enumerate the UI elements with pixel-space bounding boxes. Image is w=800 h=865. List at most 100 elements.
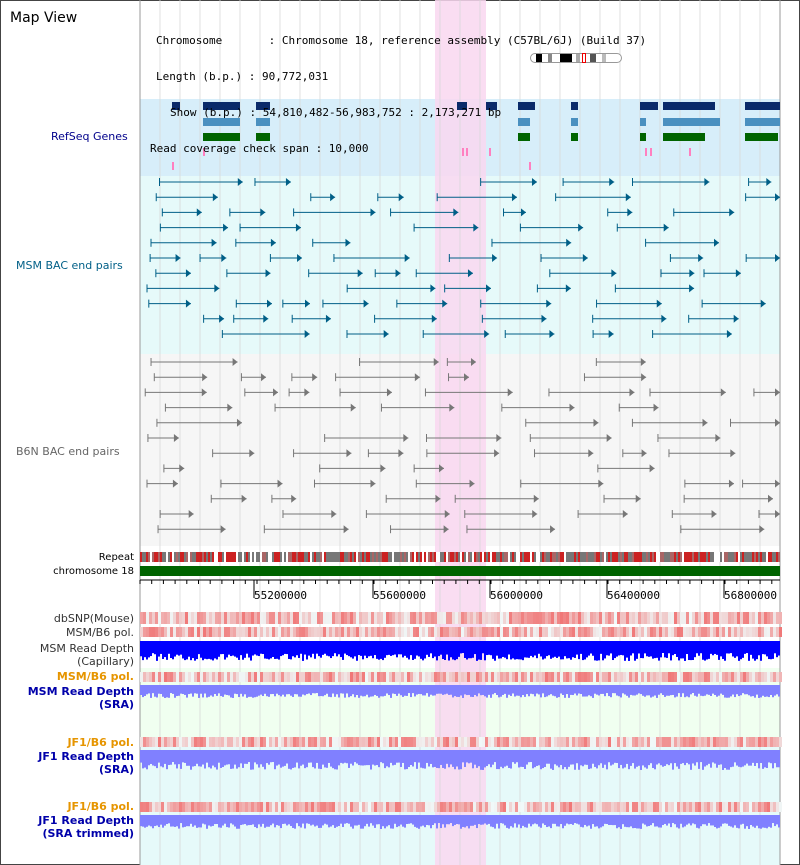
msm-depth-cap-bar [546, 641, 548, 657]
msm-depth-cap-bar [666, 641, 668, 658]
track-label-b6n-bac[interactable]: B6N BAC end pairs [16, 445, 120, 458]
msm-depth-sra-bar [194, 685, 196, 694]
msm-b6-pol-heat [680, 627, 683, 637]
repeat-segment [224, 552, 226, 562]
msm-b6-pol-heat [323, 627, 326, 637]
repeat-segment [338, 552, 340, 562]
jf1-depth-sra-bar [750, 750, 752, 766]
repeat-segment [742, 552, 744, 562]
msm-depth-sra-bar [634, 685, 636, 696]
track-label-refseq[interactable]: RefSeq Genes [51, 130, 128, 143]
track-label-jf1-b6-pol-2[interactable]: JF1/B6 pol. [67, 800, 134, 813]
jf1-depth-trim-bar [498, 815, 500, 829]
repeat-segment [642, 552, 644, 562]
msm-depth-sra-bar [532, 685, 534, 695]
msm-depth-sra-bar [598, 685, 600, 696]
jf1-b6-pol-heat [230, 737, 233, 747]
dbsnp-heat [308, 612, 311, 624]
jf1-b6-pol2-heat [620, 802, 623, 812]
jf1-depth-sra-bar [760, 750, 762, 764]
dbsnp-heat [377, 612, 380, 624]
jf1-depth-sra-bar [340, 750, 342, 763]
msm-depth-sra-bar [260, 685, 262, 695]
repeat-segment [608, 552, 610, 562]
msm-depth-cap-bar [640, 641, 642, 659]
msm-bac-pair [485, 284, 491, 293]
dbsnp-heat [443, 612, 446, 624]
dbsnp-heat [533, 612, 536, 624]
chromosome-ideogram[interactable] [530, 53, 622, 63]
msm-b6-pol-heat [440, 627, 443, 637]
jf1-b6-pol2-heat [476, 802, 479, 812]
msm-depth-cap-bar [560, 641, 562, 660]
msm-b6-pol-heat [674, 627, 677, 637]
msm-depth-sra-bar [316, 685, 318, 694]
repeat-segment [662, 552, 664, 562]
repeat-segment [654, 552, 656, 562]
msm-depth-cap-bar [532, 641, 534, 658]
msm-depth-sra-bar [568, 685, 570, 698]
msm-depth-cap-bar [208, 641, 210, 659]
track-label-chromosome[interactable]: chromosome 18 [53, 566, 134, 577]
msm-depth-sra-bar [552, 685, 554, 696]
jf1-b6-pol-heat [155, 737, 158, 747]
jf1-depth-sra-bar [568, 750, 570, 767]
msm-b6-pol-heat [335, 627, 338, 637]
track-label-msm-b6-pol-2[interactable]: MSM/B6 pol. [56, 670, 134, 683]
msm-b6-pol-heat [512, 627, 515, 637]
dbsnp-heat [698, 612, 701, 624]
dbsnp-heat [458, 612, 461, 624]
info-chromosome: Chromosome : Chromosome 18, reference as… [156, 34, 647, 47]
track-label-jf1-depth-sra-1[interactable]: JF1 Read Depth [38, 750, 134, 763]
msm-depth-cap-bar [702, 641, 704, 660]
jf1-depth-trim-bar [402, 815, 404, 827]
jf1-depth-trim-bar [336, 815, 338, 827]
msm-bac-pair [760, 299, 766, 308]
msm-b6-pol-heat [326, 627, 329, 637]
b6n-bac-pair [201, 388, 207, 397]
msm-b6-pol-heat [197, 627, 200, 637]
repeat-segment [524, 552, 526, 562]
repeat-segment [440, 552, 442, 562]
dbsnp-heat [494, 612, 497, 624]
jf1-depth-trim-bar [452, 815, 454, 827]
dbsnp-heat [635, 612, 638, 624]
jf1-depth-trim-bar [412, 815, 414, 825]
jf1-b6-pol-heat [581, 737, 584, 747]
track-label-jf1-b6-pol[interactable]: JF1/B6 pol. [67, 736, 134, 749]
track-label-repeat[interactable]: Repeat [98, 552, 134, 563]
track-label-jf1-depth-trim-1[interactable]: JF1 Read Depth [38, 814, 134, 827]
jf1-b6-pol2-heat [431, 802, 434, 812]
repeat-segment [388, 552, 390, 562]
track-label-dbsnp[interactable]: dbSNP(Mouse) [53, 612, 134, 625]
dbsnp-heat [422, 612, 425, 624]
msm-b6-pol-heat [188, 627, 191, 637]
msm-b6-pol2-heat [140, 672, 143, 682]
jf1-b6-pol2-heat [470, 802, 473, 812]
jf1-depth-sra-bar [370, 750, 372, 770]
msm-b6-pol-heat [542, 627, 545, 637]
jf1-depth-sra-bar [694, 750, 696, 766]
jf1-b6-pol2-heat [635, 802, 638, 812]
jf1-depth-sra-bar [384, 750, 386, 769]
jf1-b6-pol2-heat [311, 802, 314, 812]
jf1-b6-pol2-heat [284, 802, 287, 812]
track-label-msm-b6-pol[interactable]: MSM/B6 pol. [66, 626, 134, 639]
jf1-b6-pol2-heat [461, 802, 464, 812]
jf1-depth-sra-bar [320, 750, 322, 770]
jf1-depth-trim-bar [732, 815, 734, 828]
jf1-depth-trim-bar [566, 815, 568, 824]
track-label-msm-depth-cap-1[interactable]: MSM Read Depth [39, 642, 134, 655]
jf1-b6-pol-heat [626, 737, 629, 747]
jf1-b6-pol2-heat [233, 802, 236, 812]
msm-b6-pol2-heat [353, 672, 356, 682]
track-label-msm-depth-sra-1[interactable]: MSM Read Depth [27, 685, 134, 698]
msm-bac-pair [726, 330, 732, 338]
msm-bac-pair [609, 178, 615, 186]
jf1-b6-pol-heat [407, 737, 410, 747]
jf1-depth-sra-bar [574, 750, 576, 770]
jf1-depth-sra-bar [718, 750, 720, 765]
track-label-msm-bac[interactable]: MSM BAC end pairs [16, 259, 123, 272]
msm-depth-cap-bar [592, 641, 594, 656]
jf1-depth-sra-bar [342, 750, 344, 764]
